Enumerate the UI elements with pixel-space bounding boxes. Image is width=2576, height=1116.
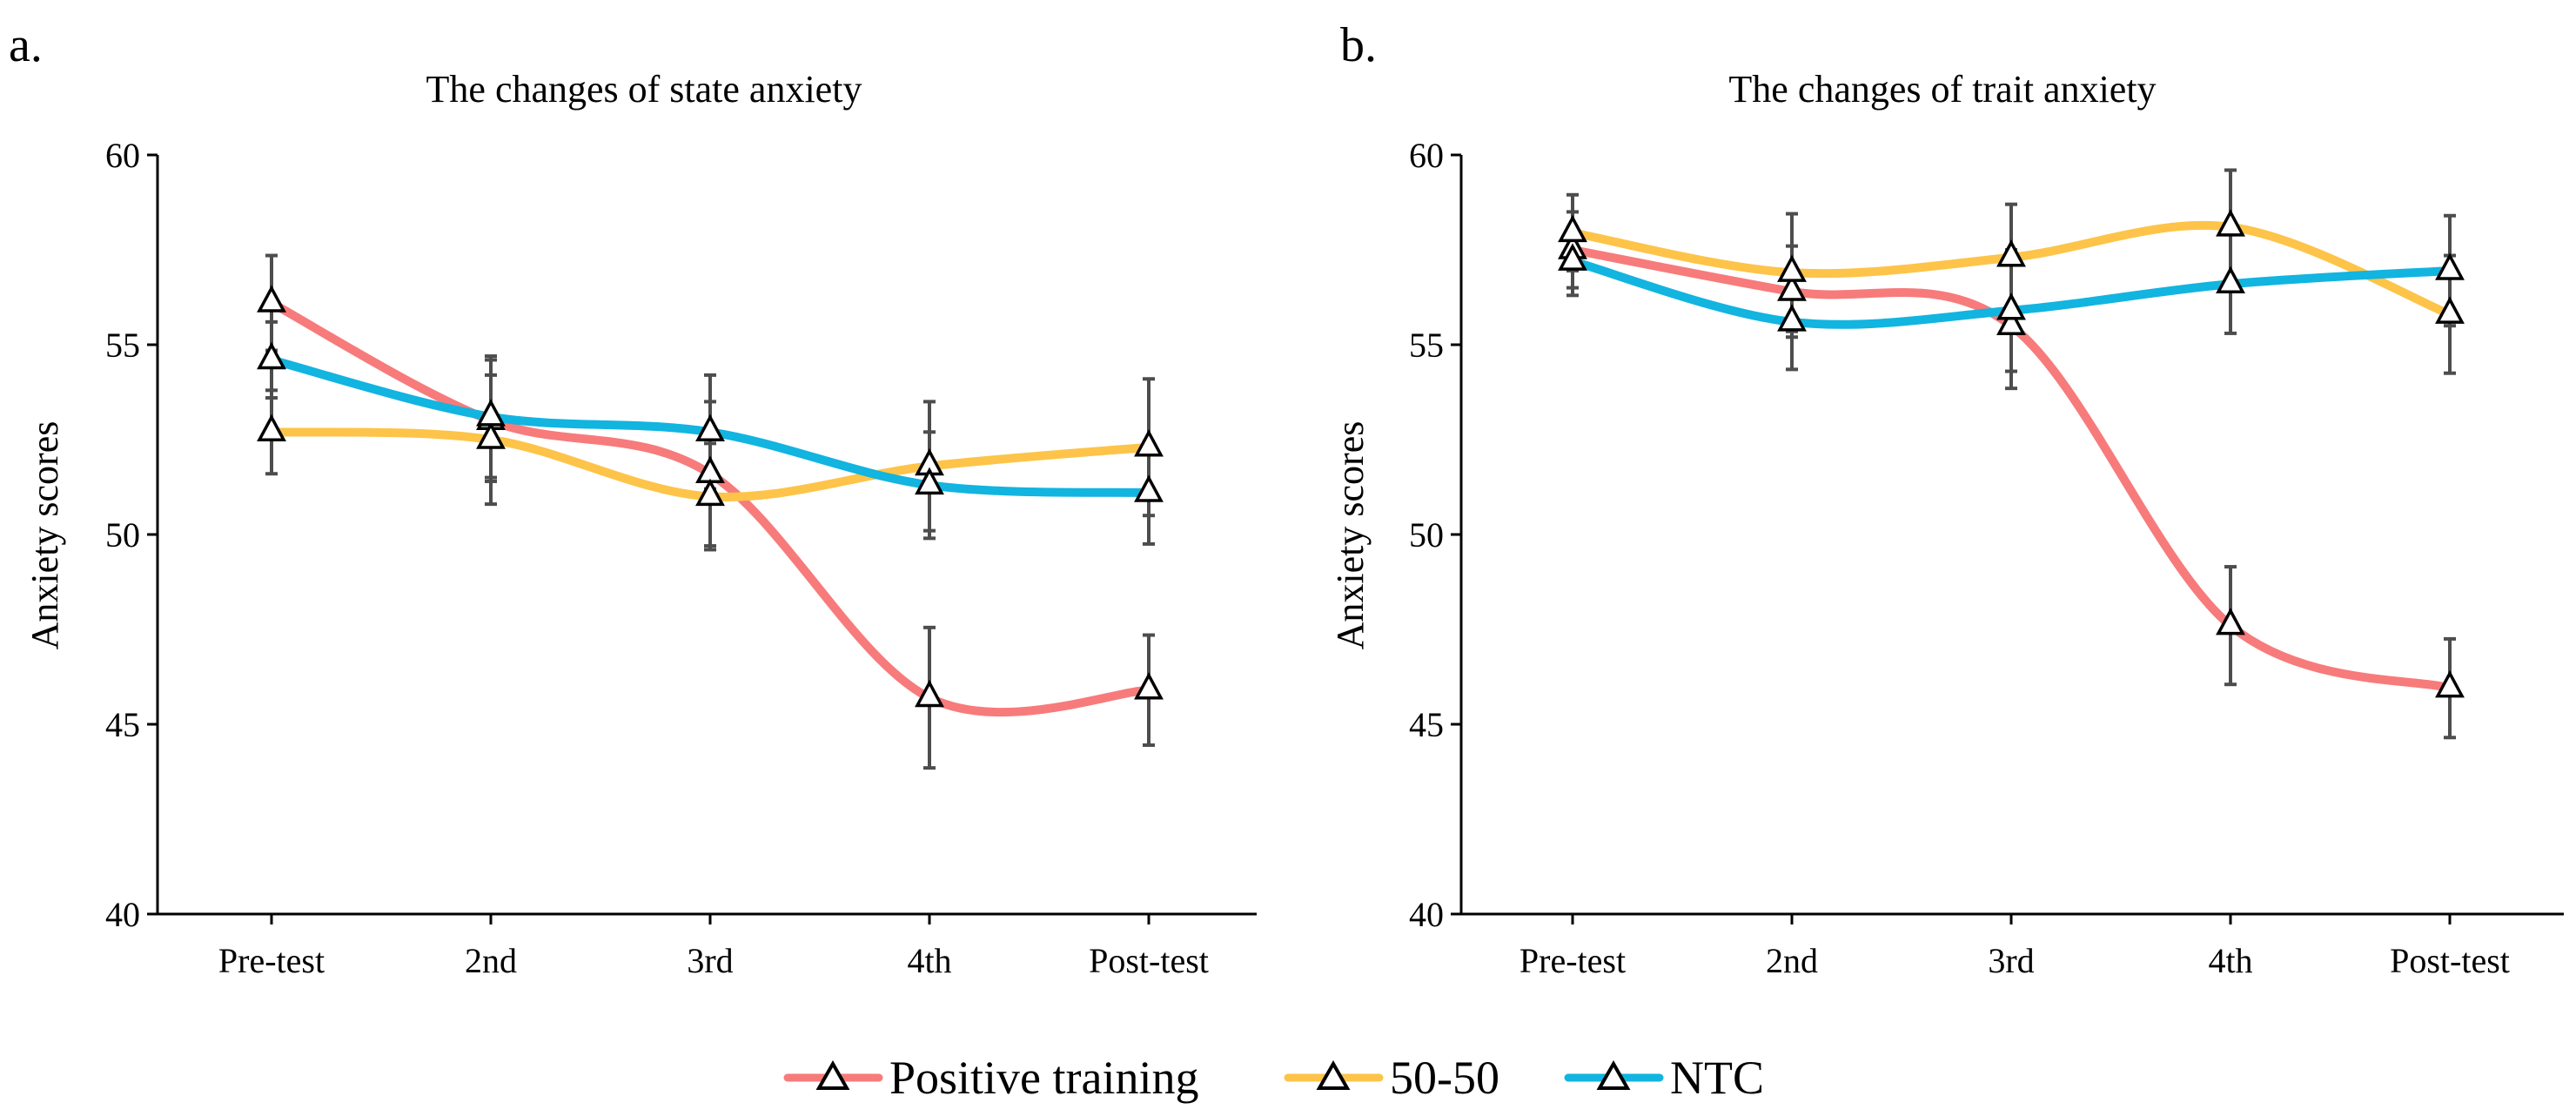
y-tick-label: 50: [1409, 515, 1444, 555]
plot-area-b: 40 45 50 55 60 Pre-test 2nd 3rd 4th Post-test: [1409, 136, 2564, 980]
panel-state-anxiety: a. The changes of state anxiety Anxiety …: [9, 18, 1257, 980]
legend-label-positive-training: Positive training: [889, 1052, 1198, 1104]
legend: Positive training 50-50 NTC: [783, 1052, 1764, 1104]
data-point-ntc: [1558, 243, 1587, 271]
data-point-positive-training: [2216, 607, 2245, 635]
data-point-50-50: [257, 413, 286, 442]
x-tick-label: 4th: [907, 941, 951, 980]
x-tick-label: Pre-test: [218, 941, 325, 980]
panel-b-letter: b.: [1340, 18, 1377, 72]
data-point-50-50: [2435, 296, 2465, 324]
plot-area-a: 40 45 50 55 60 Pre-test 2nd 3rd 4th Post-test: [105, 136, 1257, 980]
y-tick-label: 55: [1409, 326, 1444, 365]
x-tick-label: Pre-test: [1519, 941, 1626, 980]
data-point-50-50: [476, 421, 506, 449]
legend-label-50-50: 50-50: [1390, 1052, 1499, 1104]
chart-b-ylabel: Anxiety scores: [1329, 421, 1372, 650]
x-tick-label: 3rd: [1988, 941, 2034, 980]
data-point-ntc: [1996, 292, 2026, 320]
chart-b-title: The changes of trait anxiety: [1728, 68, 2156, 111]
data-point-ntc: [2435, 252, 2465, 280]
x-tick-label: 3rd: [687, 941, 733, 980]
data-point-ntc: [257, 341, 286, 370]
legend-item-ntc: NTC: [1564, 1052, 1764, 1104]
chart-a-ylabel: Anxiety scores: [23, 421, 66, 650]
y-tick-label: 45: [105, 705, 140, 744]
x-tick-label: Post-test: [1089, 941, 1209, 980]
data-point-positive-training: [2435, 669, 2465, 698]
data-point-positive-training: [1996, 307, 2026, 335]
data-point-50-50: [2216, 209, 2245, 237]
panel-trait-anxiety: b. The changes of trait anxiety Anxiety …: [1329, 18, 2564, 980]
data-point-positive-training: [915, 679, 944, 708]
x-tick-label: 2nd: [1766, 941, 1818, 980]
legend-label-ntc: NTC: [1670, 1052, 1764, 1104]
data-point-ntc: [476, 399, 506, 427]
data-point-ntc: [695, 413, 725, 442]
x-tick-label: 2nd: [465, 941, 517, 980]
data-point-50-50: [695, 478, 725, 507]
data-point-ntc: [1777, 304, 1807, 332]
y-tick-label: 55: [105, 326, 140, 365]
legend-item-50-50: 50-50: [1284, 1052, 1499, 1104]
x-tick-label: 4th: [2208, 941, 2252, 980]
series-line-positive-training: [1568, 245, 2454, 693]
legend-item-positive-training: Positive training: [783, 1052, 1198, 1104]
x-tick-label: Post-test: [2390, 941, 2510, 980]
triangle-marker-icon: [1316, 1059, 1351, 1090]
triangle-marker-icon: [1596, 1059, 1631, 1090]
y-tick-label: 40: [105, 895, 140, 934]
chart-a-title: The changes of state anxiety: [426, 68, 862, 111]
data-point-ntc: [1134, 474, 1164, 502]
data-point-50-50: [1996, 239, 2026, 267]
y-tick-label: 50: [105, 515, 140, 555]
data-point-50-50: [1558, 214, 1587, 243]
data-point-ntc: [915, 467, 944, 495]
y-tick-label: 60: [105, 136, 140, 175]
data-point-50-50: [1777, 254, 1807, 282]
y-tick-label: 40: [1409, 895, 1444, 934]
triangle-marker-icon: [815, 1059, 850, 1090]
data-point-50-50: [1134, 429, 1164, 457]
y-tick-label: 60: [1409, 136, 1444, 175]
panel-a-letter: a.: [9, 18, 43, 72]
data-point-positive-training: [1134, 672, 1164, 700]
data-point-ntc: [2216, 266, 2245, 293]
y-tick-label: 45: [1409, 705, 1444, 744]
data-point-positive-training: [1777, 273, 1807, 301]
data-point-positive-training: [257, 285, 286, 313]
